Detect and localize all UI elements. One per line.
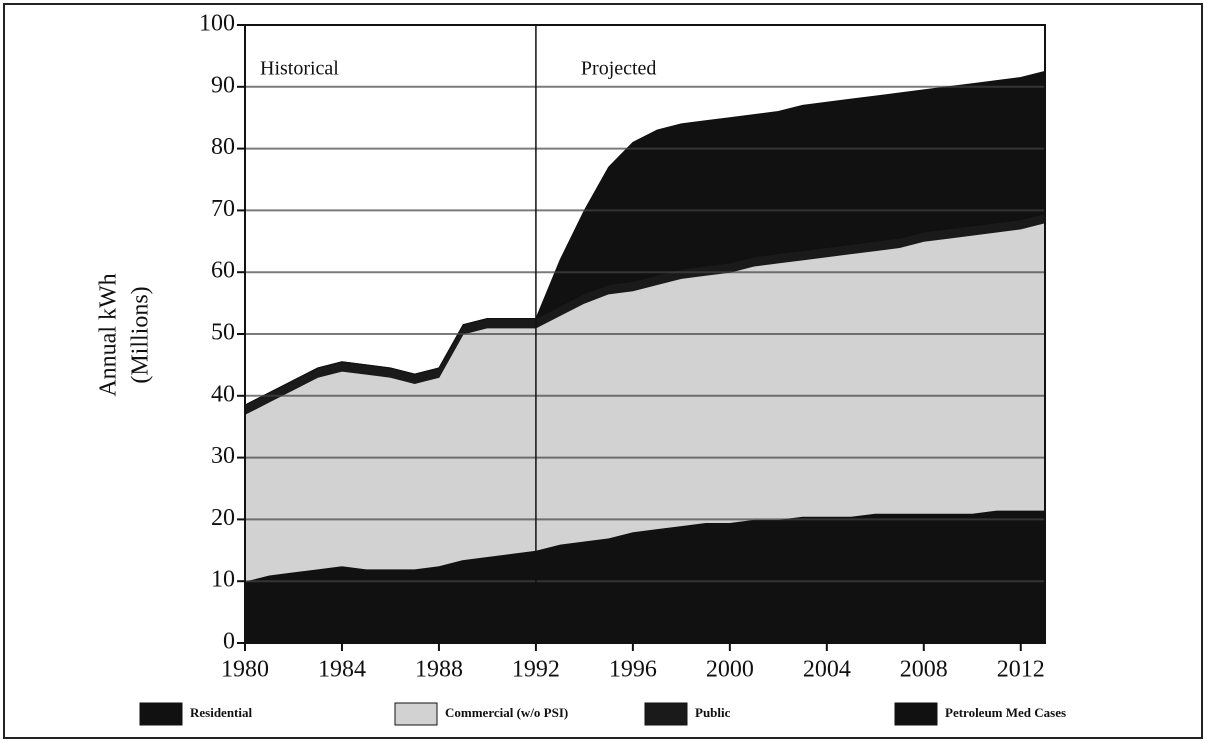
x-tick-label: 2004	[803, 657, 851, 683]
plot-frame	[244, 24, 1046, 644]
y-tick-label: 20	[211, 505, 235, 531]
annotation: Projected	[581, 58, 657, 80]
legend-label: Commercial (w/o PSI)	[445, 705, 568, 720]
x-tick-label: 1988	[415, 657, 463, 683]
x-tick-label: 1980	[221, 657, 269, 683]
y-tick-label: 0	[223, 629, 235, 655]
legend-swatch	[139, 702, 183, 726]
x-tick-label: 2008	[900, 657, 948, 683]
y-tick-label: 50	[211, 320, 235, 346]
legend-swatch	[644, 702, 688, 726]
y-tick-label: 100	[199, 11, 235, 37]
y-tick-label: 30	[211, 443, 235, 469]
frame	[3, 3, 1203, 739]
y-tick-label: 70	[211, 196, 235, 222]
legend-swatch	[394, 702, 438, 726]
y-axis-label: Annual kWh	[96, 273, 122, 396]
legend-label: Residential	[190, 705, 253, 720]
x-tick-label: 2000	[706, 657, 754, 683]
y-tick-label: 90	[211, 72, 235, 98]
x-tick-label: 1996	[609, 657, 657, 683]
y-tick-label: 40	[211, 381, 235, 407]
x-tick-label: 1992	[512, 657, 560, 683]
legend-label: Petroleum Med Cases	[945, 705, 1066, 720]
x-tick-label: 1984	[318, 657, 366, 683]
y-axis-label: (Millions)	[128, 286, 154, 383]
y-tick-label: 10	[211, 567, 235, 593]
legend-label: Public	[695, 705, 731, 720]
legend-swatch	[894, 702, 938, 726]
annotation: Historical	[260, 58, 339, 80]
x-tick-label: 2012	[997, 657, 1045, 683]
y-tick-label: 80	[211, 134, 235, 160]
y-tick-label: 60	[211, 258, 235, 284]
